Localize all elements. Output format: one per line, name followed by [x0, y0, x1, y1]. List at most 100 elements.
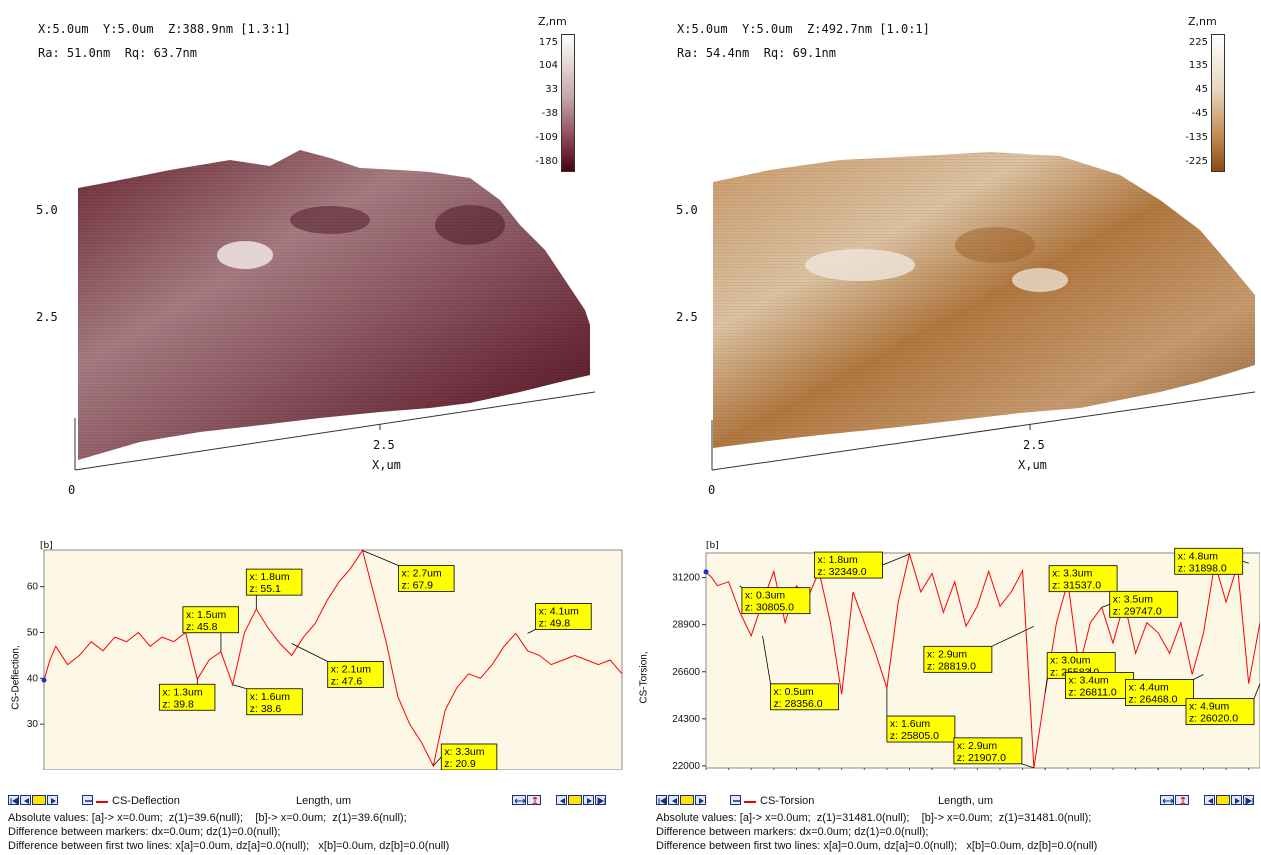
right-colorbar-tick: 45	[1195, 84, 1208, 95]
right-y-axis-label-2p5: 2.5	[676, 310, 698, 324]
annotation-x-label: x: 3.5um	[1113, 593, 1154, 605]
last-page-button[interactable]	[1243, 795, 1254, 805]
annotation-z-label: z: 26468.0	[1128, 693, 1177, 705]
annotation-z-label: z: 28356.0	[774, 698, 823, 710]
annotation-z-label: z: 45.8	[186, 621, 218, 633]
prev-marker-button[interactable]	[1204, 795, 1215, 805]
next-marker-button[interactable]	[1231, 795, 1242, 805]
left-surface-texture	[78, 150, 590, 460]
annotation-x-label: x: 3.4um	[1068, 674, 1109, 686]
left-x-axis-line	[74, 391, 596, 471]
series-toggle-button[interactable]	[82, 795, 93, 805]
left-x-axis-title: X,um	[372, 458, 401, 472]
annotation-x-label: x: 1.6um	[890, 718, 931, 730]
right-status-absolute: Absolute values: [a]-> x=0.0um; z(1)=314…	[656, 812, 1092, 824]
right-shadow	[955, 227, 1035, 263]
right-x-axis-line	[711, 391, 1256, 471]
left-plot-area[interactable]	[43, 549, 623, 770]
zoom-h-button[interactable]	[512, 795, 526, 805]
annotation-leader	[362, 550, 399, 566]
left-y-axis-label-2p5: 2.5	[36, 310, 58, 324]
marker-b-button[interactable]	[1216, 795, 1230, 805]
right-cross-section-chart[interactable]: 220002430026600289003120001234x: 0.3umz:…	[632, 540, 1260, 770]
prev-button[interactable]	[668, 795, 679, 805]
left-status-lines: Difference between first two lines: x[a]…	[8, 840, 450, 852]
legend-line	[744, 801, 756, 803]
zoom-v-button[interactable]	[527, 795, 541, 805]
next-button[interactable]	[47, 795, 58, 805]
right-marker-b[interactable]	[703, 569, 709, 575]
annotation-leader	[1021, 763, 1035, 769]
right-3d-surface[interactable]	[640, 130, 1260, 510]
first-page-button[interactable]	[656, 795, 667, 805]
left-roughness-header: Ra: 51.0nm Rq: 63.7nm	[38, 46, 197, 60]
annotation-box	[182, 606, 239, 634]
left-axis-origin: 0	[68, 483, 76, 497]
right-y-tick-label: 28900	[672, 620, 700, 631]
annotation-x-label: x: 1.6um	[250, 691, 291, 703]
left-y-tick-label: 40	[27, 673, 39, 684]
left-y-tick-label: 30	[27, 719, 39, 730]
marker-b-button[interactable]	[568, 795, 582, 805]
annotation-leader	[882, 553, 910, 566]
annotation-x-label: x: 1.8um	[249, 571, 290, 583]
annotation-box	[741, 587, 811, 615]
annotation-box	[398, 565, 455, 592]
annotation-z-label: z: 28819.0	[927, 660, 976, 672]
annotation-x-label: x: 1.8um	[818, 554, 859, 566]
zoom-v-button[interactable]	[1175, 795, 1189, 805]
annotation-leader	[232, 684, 247, 690]
right-colorbar-tick: -135	[1185, 132, 1208, 143]
annotation-box	[814, 551, 883, 579]
first-page-button[interactable]	[8, 795, 19, 805]
left-cross-section-panel: [b] CS-Deflection, 3040506001234x: 1.3um…	[4, 540, 626, 770]
right-colorbar-tick: 135	[1188, 60, 1208, 71]
left-3d-surface[interactable]	[0, 130, 620, 510]
right-cross-section-panel: [b] CS-Torsion, 22000 24300 26600 28900 3120…	[632, 540, 1260, 770]
prev-marker-button[interactable]	[556, 795, 567, 805]
marker-a-button[interactable]	[32, 795, 46, 805]
next-button[interactable]	[695, 795, 706, 805]
annotation-leader	[1242, 560, 1249, 564]
next-marker-button[interactable]	[583, 795, 594, 805]
annotation-z-label: z: 26020.0	[1189, 713, 1238, 725]
prev-button[interactable]	[20, 795, 31, 805]
marker-a-button[interactable]	[680, 795, 694, 805]
annotation-box	[327, 661, 384, 688]
annotation-x-label: x: 2.1um	[331, 664, 372, 676]
right-y-tick-label: 31200	[672, 573, 700, 584]
annotation-z-label: z: 31898.0	[1178, 562, 1227, 574]
zoom-h-button[interactable]	[1160, 795, 1174, 805]
left-x-axis-label: 2.5	[373, 438, 395, 452]
last-page-button[interactable]	[595, 795, 606, 805]
right-plateau-highlight	[805, 249, 915, 281]
annotation-leader	[762, 635, 771, 684]
series-toggle-button[interactable]	[730, 795, 741, 805]
right-marker-label: [b]	[706, 541, 719, 551]
left-series-line[interactable]	[43, 549, 623, 768]
right-legend-label: CS-Torsion	[760, 795, 815, 807]
left-marker-b[interactable]	[41, 677, 47, 683]
left-marker-label: [b]	[40, 541, 53, 551]
